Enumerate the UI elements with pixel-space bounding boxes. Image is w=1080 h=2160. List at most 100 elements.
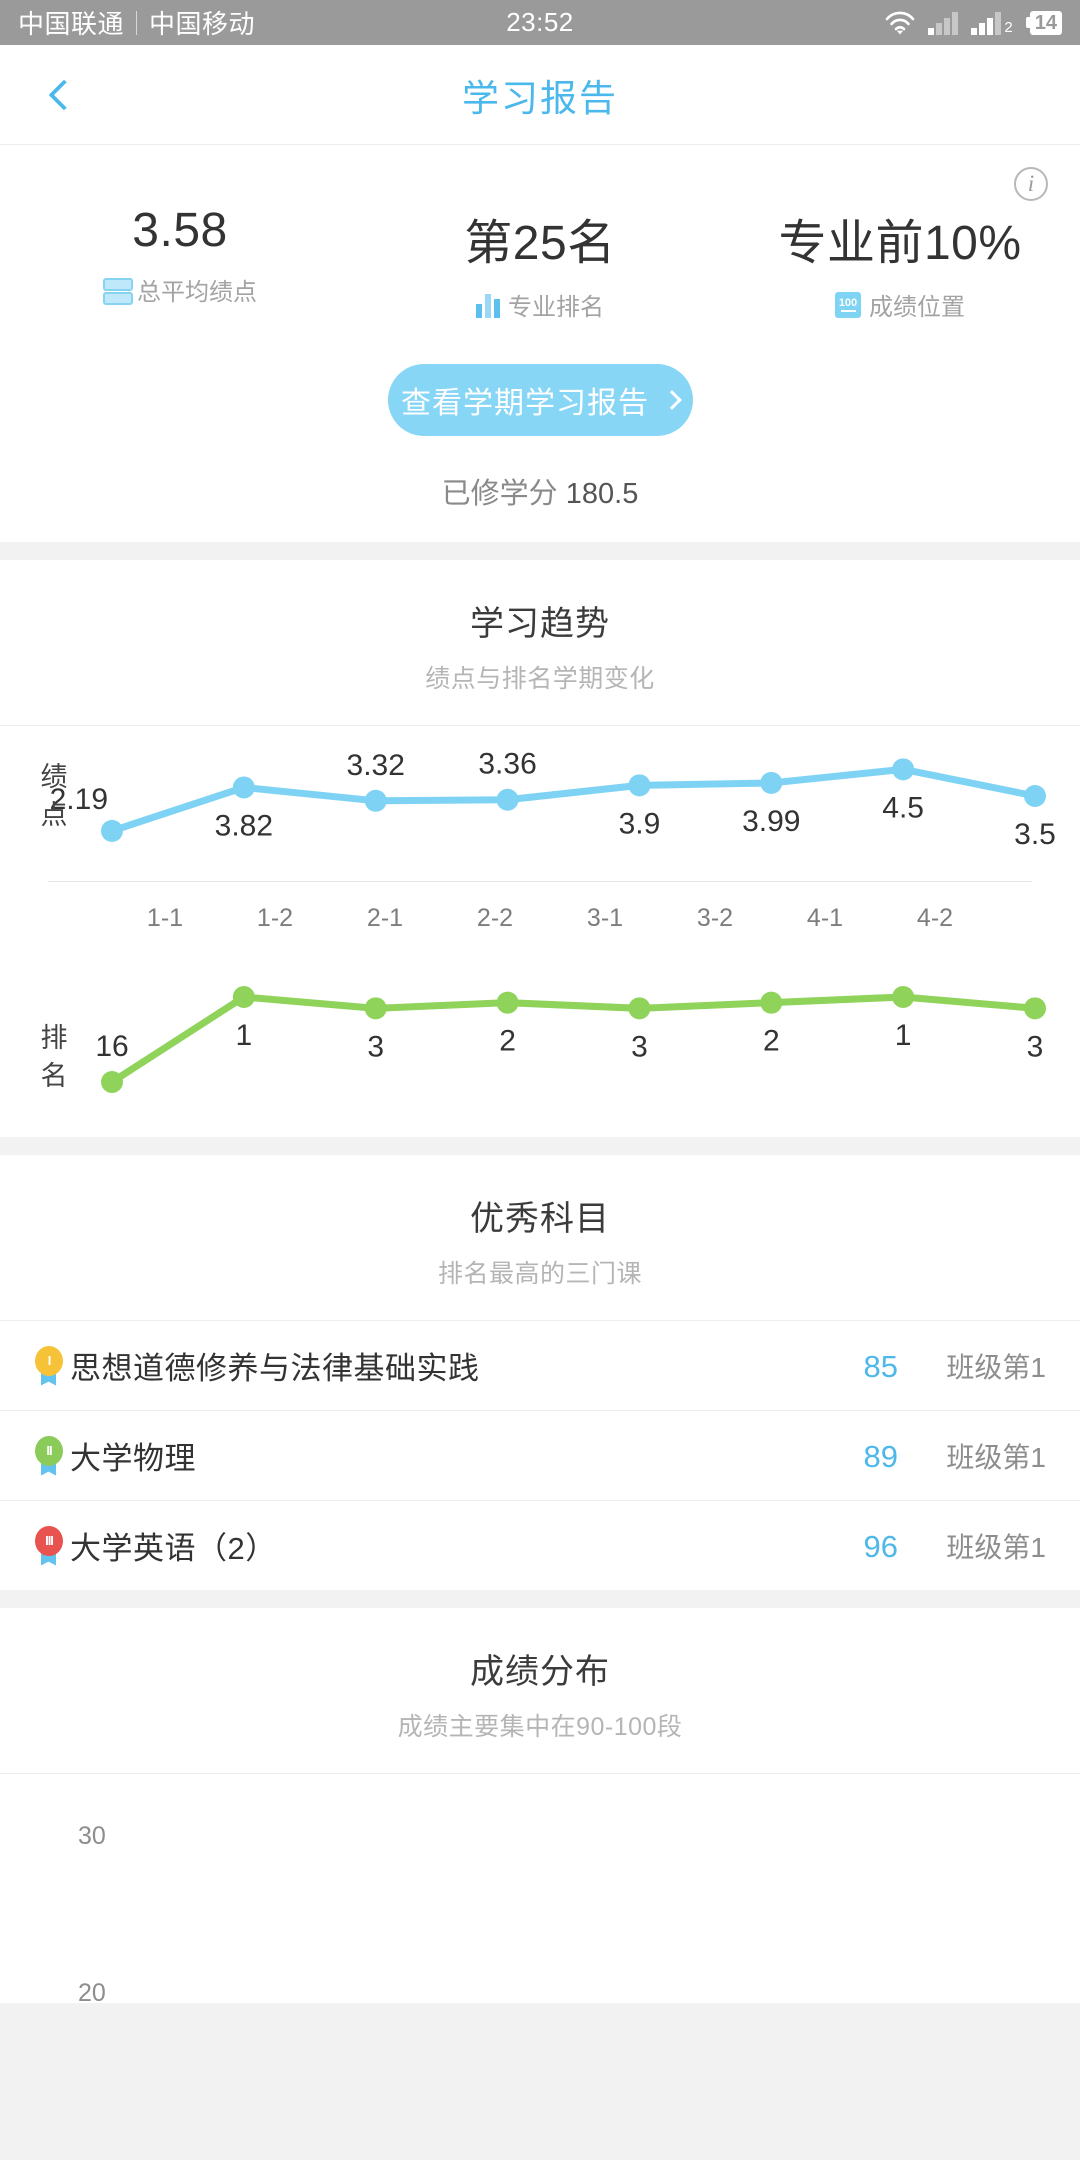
medal-disc: I	[35, 1345, 63, 1376]
semester-label: 4-1	[806, 904, 844, 932]
credits-value: 180.5	[565, 478, 639, 510]
gpa-line-chart: 绩 点 2.19 3.82 3.32 3.36 3.9 3.99 4.5 3.5	[0, 726, 1080, 881]
subject-name: 思想道德修养与法律基础实践	[70, 1351, 480, 1386]
excellent-title: 优秀科目	[470, 1200, 610, 1238]
bar-chart-icon	[476, 292, 500, 318]
distribution-bars	[0, 1774, 1080, 2003]
stats-row: 3.58 总平均绩点 第25名 专业排名 专业前10% 100 成绩位置	[0, 145, 1080, 322]
signal-bars-icon-1	[928, 11, 959, 35]
trend-subtitle: 绩点与排名学期变化	[425, 665, 655, 693]
gpa-icon	[103, 277, 133, 305]
stat-rank-label-row: 专业排名	[360, 287, 720, 322]
battery-nub	[1025, 17, 1030, 28]
semester-label: 2-2	[476, 904, 514, 932]
chart-axis-line	[48, 881, 1032, 882]
svg-text:3.36: 3.36	[478, 748, 536, 781]
silver-medal-icon: II	[34, 1435, 64, 1476]
semester-axis-labels: 1-1 1-2 2-1 2-2 3-1 3-2 4-1 4-2	[0, 882, 1080, 957]
stat-position-value: 专业前10%	[778, 217, 1022, 270]
gold-medal-icon: I	[34, 1345, 64, 1386]
subject-score: 89	[863, 1438, 898, 1474]
subject-meta: 85 班级第1	[864, 1346, 1046, 1386]
subject-meta: 96 班级第1	[864, 1526, 1046, 1566]
semester-label: 3-1	[586, 904, 624, 932]
bronze-medal-icon: III	[34, 1525, 64, 1566]
view-semester-report-button[interactable]: 查看学期学习报告	[387, 364, 693, 436]
subject-name: 大学物理	[70, 1441, 196, 1476]
subject-row[interactable]: III 大学英语（2） 96 班级第1	[0, 1500, 1080, 1590]
carrier-1-label: 中国联通	[18, 9, 125, 39]
trend-header: 学习趋势 绩点与排名学期变化	[0, 560, 1080, 725]
stat-gpa: 3.58 总平均绩点	[0, 203, 360, 322]
svg-text:3: 3	[367, 1030, 384, 1063]
summary-card: i 3.58 总平均绩点 第25名 专业排名 专业前10% 100 成绩位置 查…	[0, 145, 1080, 542]
semester-label: 4-2	[916, 904, 954, 932]
rank-chart-svg: 16 1 3 2 3 2 1 3	[95, 986, 1046, 1093]
score-position-icon: 100	[835, 291, 861, 318]
svg-text:2: 2	[763, 1025, 780, 1058]
svg-text:3.99: 3.99	[742, 805, 800, 838]
network-type-label: 2	[1004, 18, 1013, 36]
stat-position-label-row: 100 成绩位置	[720, 287, 1080, 322]
subject-rank: 班级第1	[946, 1531, 1046, 1563]
subject-row[interactable]: I 思想道德修养与法律基础实践 85 班级第1	[0, 1320, 1080, 1410]
status-bar: 中国联通 中国移动 23:52 2 14	[0, 0, 1080, 45]
status-icons: 2 14	[885, 10, 1062, 36]
credits-row: 已修学分 180.5	[0, 470, 1080, 512]
stat-rank-value: 第25名	[464, 217, 616, 270]
subject-rank: 班级第1	[946, 1441, 1046, 1473]
distribution-ytick-30: 30	[78, 1822, 106, 1850]
subject-meta: 89 班级第1	[864, 1436, 1046, 1476]
stat-gpa-label: 总平均绩点	[137, 279, 257, 306]
section-divider-3	[0, 1590, 1080, 1608]
info-icon[interactable]: i	[1014, 167, 1048, 201]
trend-title: 学习趋势	[470, 605, 610, 643]
stat-rank-label: 专业排名	[508, 294, 604, 321]
gpa-axis-char-1: 绩	[40, 762, 68, 792]
svg-text:3.9: 3.9	[619, 807, 661, 840]
semester-label: 1-1	[146, 904, 184, 932]
battery-level-label: 14	[1029, 10, 1062, 35]
stat-position-label: 成绩位置	[869, 294, 965, 321]
back-button[interactable]	[34, 65, 94, 125]
signal-bars-icon-2: 2	[971, 11, 1013, 36]
svg-text:2.19: 2.19	[50, 783, 108, 816]
section-divider-1	[0, 542, 1080, 560]
subject-row[interactable]: II 大学物理 89 班级第1	[0, 1410, 1080, 1500]
battery-icon: 14	[1025, 10, 1062, 35]
rank-axis-label: 排 名	[34, 1019, 74, 1095]
svg-text:1: 1	[236, 1019, 253, 1052]
svg-text:1: 1	[895, 1019, 912, 1052]
distribution-subtitle: 成绩主要集中在90-100段	[397, 1713, 683, 1741]
semester-label: 1-2	[256, 904, 294, 932]
back-chevron-icon	[48, 78, 80, 111]
semester-label: 2-1	[366, 904, 404, 932]
trend-card: 学习趋势 绩点与排名学期变化 绩 点 2.19 3.82 3.32 3.36 3.9 3.…	[0, 560, 1080, 1137]
trend-chart-section: 绩 点 2.19 3.82 3.32 3.36 3.9 3.99 4.5 3.5 1-1 1-…	[0, 725, 1080, 1137]
page-title: 学习报告	[462, 77, 618, 119]
credits-label: 已修学分	[441, 478, 558, 510]
distribution-title: 成绩分布	[470, 1653, 610, 1691]
carrier-group: 中国联通 中国移动	[18, 4, 255, 41]
medal-disc: II	[35, 1435, 63, 1466]
svg-text:3.32: 3.32	[347, 749, 405, 782]
excellent-subjects-card: 优秀科目 排名最高的三门课 I 思想道德修养与法律基础实践 85 班级第1 II…	[0, 1155, 1080, 1590]
stat-rank: 第25名 专业排名	[360, 203, 720, 322]
excellent-subtitle: 排名最高的三门课	[437, 1260, 642, 1288]
carrier-separator	[136, 10, 138, 35]
stat-position: 专业前10% 100 成绩位置	[720, 203, 1080, 322]
nav-bar: 学习报告	[0, 45, 1080, 145]
svg-text:3.82: 3.82	[215, 809, 273, 842]
distribution-chart: 30 20	[0, 1773, 1080, 2003]
distribution-card: 成绩分布 成绩主要集中在90-100段 30 20	[0, 1608, 1080, 2003]
subject-rank: 班级第1	[946, 1351, 1046, 1383]
carrier-2-label: 中国移动	[149, 9, 256, 39]
gpa-chart-svg: 2.19 3.82 3.32 3.36 3.9 3.99 4.5 3.5	[50, 748, 1056, 851]
rank-line-chart: 排 名 16 1 3 2 3 2 1 3	[0, 957, 1080, 1137]
stat-gpa-value: 3.58	[132, 204, 228, 257]
stat-gpa-label-row: 总平均绩点	[0, 272, 360, 307]
svg-text:2: 2	[499, 1025, 516, 1058]
svg-text:4.5: 4.5	[882, 791, 924, 824]
distribution-header: 成绩分布 成绩主要集中在90-100段	[0, 1608, 1080, 1773]
svg-text:16: 16	[95, 1030, 128, 1063]
